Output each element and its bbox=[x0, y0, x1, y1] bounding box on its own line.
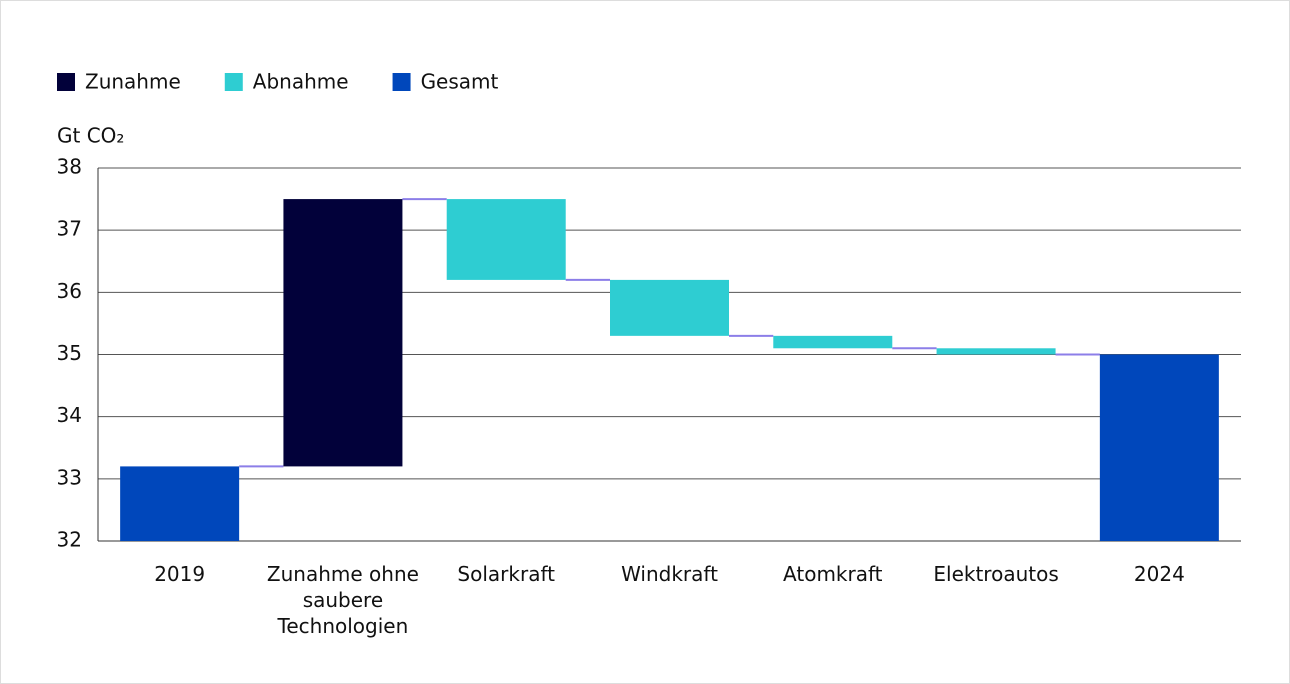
x-tick-label: Atomkraft bbox=[783, 562, 883, 586]
x-tick-label: 2019 bbox=[154, 562, 206, 586]
legend-swatch bbox=[57, 73, 75, 91]
y-tick-label: 33 bbox=[57, 465, 82, 489]
bar bbox=[610, 279, 729, 336]
bar bbox=[120, 466, 240, 541]
y-axis-label: Gt CO₂ bbox=[57, 124, 124, 148]
x-tick-label: Zunahme ohne saubere Technologien bbox=[266, 562, 419, 638]
bar bbox=[936, 348, 1056, 355]
legend-label: Abnahme bbox=[253, 70, 349, 94]
bar bbox=[283, 199, 403, 467]
legend-swatch bbox=[392, 73, 411, 91]
legend-swatch bbox=[224, 73, 243, 91]
x-tick-label: Solarkraft bbox=[457, 562, 555, 586]
y-tick-label: 34 bbox=[57, 403, 82, 427]
y-tick-label: 32 bbox=[57, 528, 82, 552]
legend-label: Zunahme bbox=[85, 70, 181, 94]
y-tick-label: 36 bbox=[57, 279, 82, 303]
y-tick-label: 38 bbox=[57, 155, 82, 179]
bar bbox=[773, 335, 893, 349]
y-tick-label: 35 bbox=[57, 341, 82, 365]
x-tick-label: 2024 bbox=[1133, 562, 1185, 586]
bar bbox=[1099, 354, 1219, 541]
x-tick-label: Windkraft bbox=[621, 562, 718, 586]
bar bbox=[446, 199, 566, 280]
legend-label: Gesamt bbox=[421, 70, 499, 94]
x-tick-label: Elektroautos bbox=[933, 562, 1059, 586]
y-tick-label: 37 bbox=[57, 217, 82, 241]
